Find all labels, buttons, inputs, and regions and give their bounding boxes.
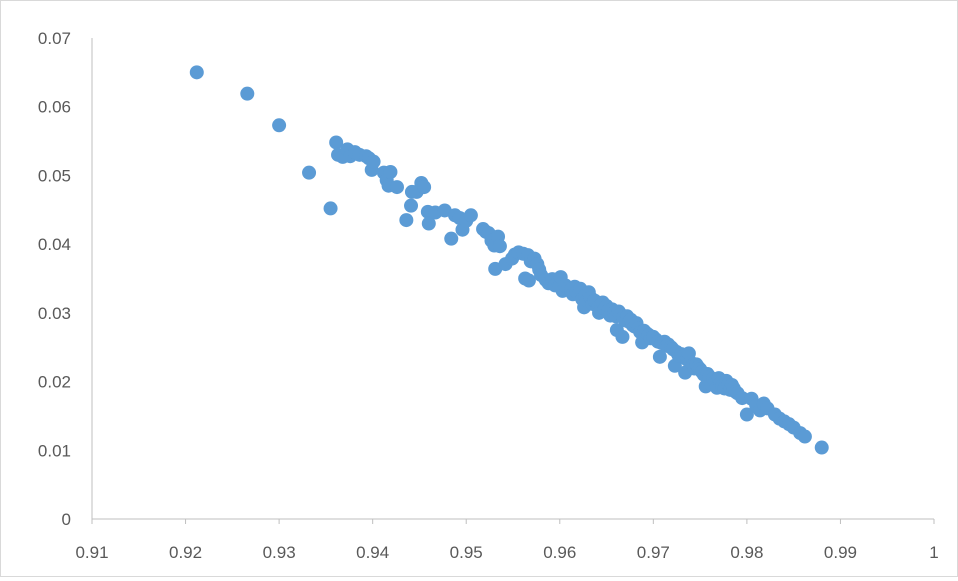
y-tick-label: 0 (62, 510, 71, 529)
data-point (615, 329, 630, 344)
data-point (444, 231, 459, 246)
y-tick-label: 0.04 (38, 235, 71, 254)
data-point (302, 165, 317, 180)
axes (91, 38, 935, 524)
data-point (652, 349, 667, 364)
data-point (399, 213, 414, 228)
x-tick-label: 0.97 (637, 543, 670, 562)
data-point (739, 407, 754, 422)
x-tick-labels: 0.91 0.92 0.93 0.94 0.95 0.96 0.97 0.98 0.99 1 (75, 543, 938, 562)
x-tick-label: 0.91 (75, 543, 108, 562)
data-point (521, 273, 536, 288)
data-point (814, 440, 829, 455)
x-tick-label: 0.95 (450, 543, 483, 562)
data-point (383, 164, 398, 179)
data-point (797, 429, 812, 444)
data-point (272, 118, 287, 133)
data-point (323, 201, 338, 216)
y-tick-label: 0.06 (38, 98, 71, 117)
y-tick-label: 0.07 (38, 29, 71, 48)
data-points (189, 65, 829, 455)
data-point (366, 154, 381, 169)
y-tick-label: 0.01 (38, 441, 71, 460)
x-tick-label: 0.94 (356, 543, 389, 562)
x-tick-label: 1 (929, 543, 938, 562)
x-tick-label: 0.99 (824, 543, 857, 562)
y-tick-label: 0.03 (38, 304, 71, 323)
data-point (417, 180, 432, 195)
data-point (389, 180, 404, 195)
x-tick-label: 0.98 (730, 543, 763, 562)
x-tick-label: 0.92 (169, 543, 202, 562)
data-point (492, 239, 507, 254)
data-point (404, 198, 419, 213)
data-point (421, 216, 436, 231)
x-tick-label: 0.96 (543, 543, 576, 562)
data-point (189, 65, 204, 80)
x-tick-label: 0.93 (263, 543, 296, 562)
y-tick-label: 0.05 (38, 166, 71, 185)
data-point (240, 86, 255, 101)
y-tick-label: 0.02 (38, 373, 71, 392)
data-point (463, 208, 478, 223)
y-tick-labels: 0 0.01 0.02 0.03 0.04 0.05 0.06 0.07 (38, 29, 71, 529)
data-point (329, 135, 344, 150)
